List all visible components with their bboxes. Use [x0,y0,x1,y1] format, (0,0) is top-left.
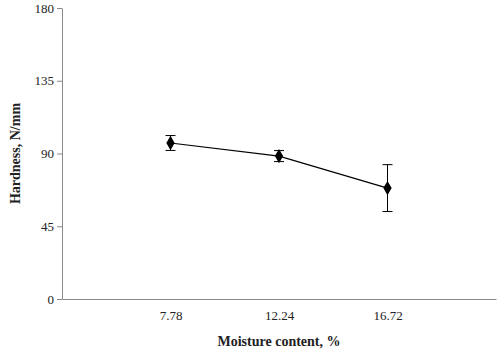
x-tick: 12.24 [265,299,295,323]
error-bar-cap [383,164,393,165]
plot-area [166,136,393,212]
error-bar [166,136,176,151]
y-tick: 45 [41,219,62,234]
error-bar-cap [383,211,393,212]
y-axis-line [62,9,63,300]
x-axis: 7.78 12.24 16.72 [63,299,497,323]
y-tick-label: 180 [35,1,55,16]
x-tick-label: 16.72 [373,308,402,323]
error-bar [383,165,393,212]
x-tick: 16.72 [373,299,402,323]
y-axis-title: Hardness, N/mm [8,103,23,204]
data-line [171,143,388,188]
x-tick-label: 12.24 [265,308,295,323]
x-tick: 7.78 [160,299,183,323]
data-point [275,149,283,163]
data-point [166,136,174,150]
chart: 0 45 90 135 180 7.78 12.24 16.72 Moisture conten… [0,0,500,356]
y-tick: 0 [48,292,63,307]
y-tick-label: 90 [41,146,54,161]
y-tick-mark [57,226,62,227]
y-tick-mark [57,8,62,9]
y-tick: 135 [35,73,63,88]
y-axis: 0 45 90 135 180 [35,1,63,307]
x-axis-line [63,299,497,300]
x-axis-title: Moisture content, % [218,334,341,349]
y-tick-label: 135 [35,73,55,88]
y-tick-mark [57,299,62,300]
y-tick-label: 0 [48,292,55,307]
y-tick: 180 [35,1,63,16]
y-tick-mark [57,81,62,82]
y-tick: 90 [41,146,62,161]
x-tick-label: 7.78 [160,308,183,323]
y-tick-label: 45 [41,219,54,234]
data-point [383,181,391,195]
y-tick-mark [57,154,62,155]
